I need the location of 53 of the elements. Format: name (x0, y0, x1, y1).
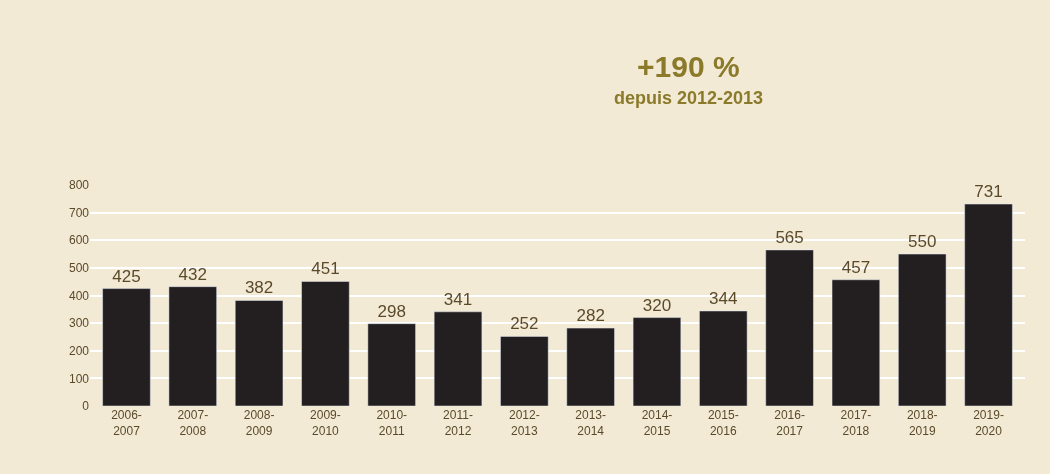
data-label: 282 (576, 306, 605, 326)
x-tick-label: 2016-2017 (774, 408, 805, 438)
bar (765, 249, 814, 406)
data-label: 451 (311, 259, 340, 279)
data-label: 320 (642, 295, 672, 315)
bar (102, 288, 151, 406)
data-label: 425 (112, 266, 141, 286)
text: depuis 2012-2013 (614, 88, 764, 108)
bar (500, 336, 549, 406)
bar (566, 327, 615, 406)
bar (898, 253, 947, 406)
data-label: 382 (244, 278, 274, 298)
y-tick-label: 400 (68, 288, 90, 303)
data-label: 550 (908, 232, 937, 252)
x-tick-label: 2017-2018 (840, 408, 872, 438)
data-label: 731 (974, 182, 1003, 202)
x-tick-label: 2010-2011 (376, 408, 408, 438)
y-tick-label: 600 (68, 233, 90, 248)
x-tick-label: 2006-2007 (111, 408, 142, 438)
x-tick-label: 2013-2014 (575, 408, 607, 438)
x-tick-label: 2018-2019 (906, 408, 938, 438)
y-tick-label: 300 (68, 316, 90, 331)
y-tick-label: 500 (68, 261, 90, 276)
y-tick-label: 200 (68, 343, 90, 358)
bar (831, 279, 881, 406)
data-label: 344 (709, 288, 738, 308)
x-tick-label: 2014-2015 (641, 408, 673, 438)
x-tick-label: 2015-2016 (707, 408, 739, 438)
data-label: 457 (841, 257, 871, 277)
bar (301, 281, 350, 406)
data-label: 565 (775, 227, 804, 247)
data-label: 432 (178, 264, 207, 284)
x-tick-label: 2007-2008 (177, 408, 209, 438)
x-tick-label: 2008-2009 (243, 408, 275, 438)
bar (367, 323, 416, 406)
bar (234, 300, 284, 406)
data-label: 252 (510, 314, 539, 334)
x-tick-label: 2012-2013 (508, 408, 540, 438)
y-tick-label: 700 (68, 205, 90, 220)
bar (632, 317, 682, 406)
x-tick-label: 2009-2010 (310, 408, 341, 438)
x-tick-label: 2011-2012 (443, 408, 473, 438)
x-tick-label: 2019-2020 (973, 408, 1004, 438)
bar (964, 203, 1013, 406)
bar (699, 310, 748, 406)
data-label: 298 (377, 301, 406, 321)
y-tick-label: 0 (82, 399, 90, 414)
text: +190 % (637, 50, 740, 83)
bar (433, 311, 483, 406)
data-label: 341 (443, 289, 473, 309)
y-tick-label: 100 (68, 371, 90, 386)
bar (168, 286, 217, 406)
y-tick-label: 800 (68, 178, 90, 193)
